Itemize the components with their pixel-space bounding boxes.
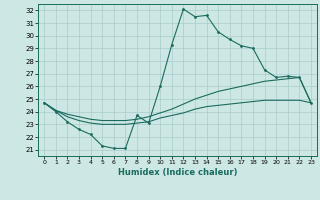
X-axis label: Humidex (Indice chaleur): Humidex (Indice chaleur) (118, 168, 237, 177)
